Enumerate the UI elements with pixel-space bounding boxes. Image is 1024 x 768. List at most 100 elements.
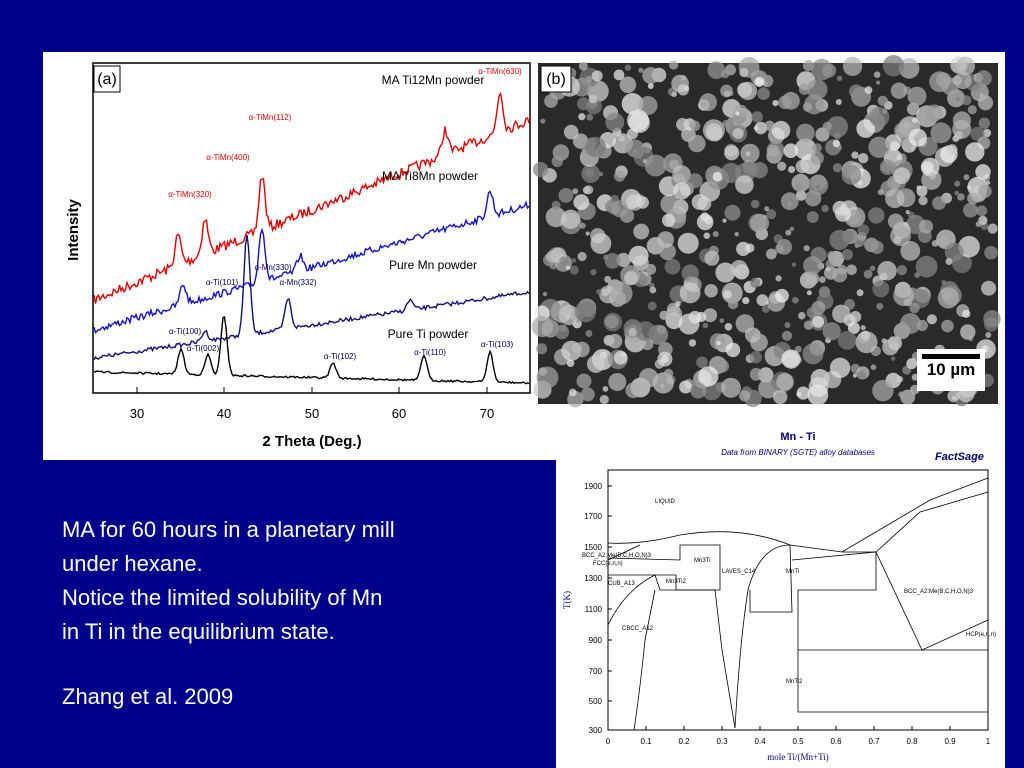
particle <box>635 321 656 342</box>
particle <box>869 265 876 272</box>
peak-label: α-Ti(103) <box>481 340 514 349</box>
particle <box>545 206 567 228</box>
particle <box>898 391 904 398</box>
text-line: under hexane. <box>62 551 203 576</box>
particle <box>561 209 581 229</box>
liquidus <box>607 477 989 553</box>
particle <box>734 104 748 118</box>
particle <box>898 58 920 79</box>
particle <box>745 151 751 157</box>
particle <box>696 213 714 231</box>
particle <box>664 368 674 378</box>
particle <box>699 93 717 112</box>
particle <box>753 329 761 338</box>
particle <box>841 249 854 261</box>
particle <box>954 180 961 187</box>
particle <box>586 355 605 373</box>
particle <box>666 306 683 323</box>
phase-title: Mn - Ti <box>780 431 815 443</box>
particle <box>690 382 707 399</box>
y-tick-label: 1500 <box>584 543 602 552</box>
y-tick-label: 1100 <box>585 605 603 614</box>
particle <box>780 192 799 211</box>
particle <box>558 188 574 203</box>
particle <box>975 70 992 87</box>
particle <box>702 119 725 142</box>
particle <box>781 330 793 341</box>
particle <box>944 242 964 262</box>
particle <box>672 165 691 184</box>
particle <box>796 386 810 400</box>
particle <box>586 113 594 121</box>
phase-boundary <box>607 544 641 561</box>
particle <box>975 221 982 227</box>
particle <box>805 271 820 286</box>
particle <box>967 192 980 205</box>
phase-boundary <box>797 590 988 713</box>
particle <box>675 301 681 307</box>
particle <box>978 184 992 198</box>
particle <box>906 358 918 370</box>
particle <box>776 373 794 391</box>
particle <box>967 105 977 115</box>
particle <box>849 311 862 323</box>
peak-label: α-TiMn(630) <box>478 67 522 76</box>
y-tick-label: 700 <box>589 667 603 676</box>
particle <box>642 159 648 164</box>
particle <box>985 332 992 338</box>
particle <box>660 383 665 388</box>
particle <box>565 265 571 270</box>
particle <box>872 379 894 402</box>
particle <box>766 209 777 220</box>
particle <box>704 250 720 266</box>
particle <box>757 87 770 100</box>
particle <box>795 190 807 201</box>
phase-label: Mn3Ti <box>694 558 710 564</box>
particle <box>707 61 726 79</box>
particle <box>825 260 834 269</box>
phase-y-label: T(K) <box>562 591 572 609</box>
particle <box>631 380 648 397</box>
particle <box>858 153 869 164</box>
particle <box>952 75 962 86</box>
series-label: Pure Ti powder <box>388 327 469 341</box>
x-tick-label: 0.8 <box>906 737 918 746</box>
y-tick-label: 1900 <box>584 482 602 491</box>
phase-panel <box>556 460 1005 768</box>
particle <box>806 290 812 296</box>
particle <box>853 235 865 248</box>
particle <box>628 328 637 337</box>
particle <box>580 387 595 402</box>
particle <box>585 136 606 158</box>
particle <box>811 58 833 81</box>
particle <box>716 359 730 373</box>
phase-boundary <box>875 551 989 651</box>
particle <box>978 117 990 129</box>
particle <box>802 102 813 112</box>
particle <box>764 206 770 212</box>
particle <box>791 262 796 267</box>
particle <box>784 322 791 328</box>
particle <box>877 95 888 107</box>
particle <box>810 151 824 165</box>
label-box <box>93 65 121 93</box>
y-axis-label: Intensity <box>65 199 82 261</box>
particle <box>903 121 911 129</box>
particle <box>796 123 815 143</box>
particle <box>764 120 775 131</box>
particle <box>783 143 799 158</box>
particle <box>735 175 754 194</box>
particle <box>749 367 763 381</box>
particle <box>832 267 848 283</box>
particle <box>919 219 933 234</box>
particle <box>864 86 873 94</box>
citation: Zhang et al. 2009 <box>62 684 234 709</box>
particle <box>822 121 832 131</box>
particle <box>900 313 921 334</box>
particle <box>749 351 762 364</box>
particle <box>896 265 908 276</box>
x-tick-label: 0.1 <box>640 737 652 746</box>
particle <box>585 330 593 337</box>
particle <box>982 128 992 138</box>
